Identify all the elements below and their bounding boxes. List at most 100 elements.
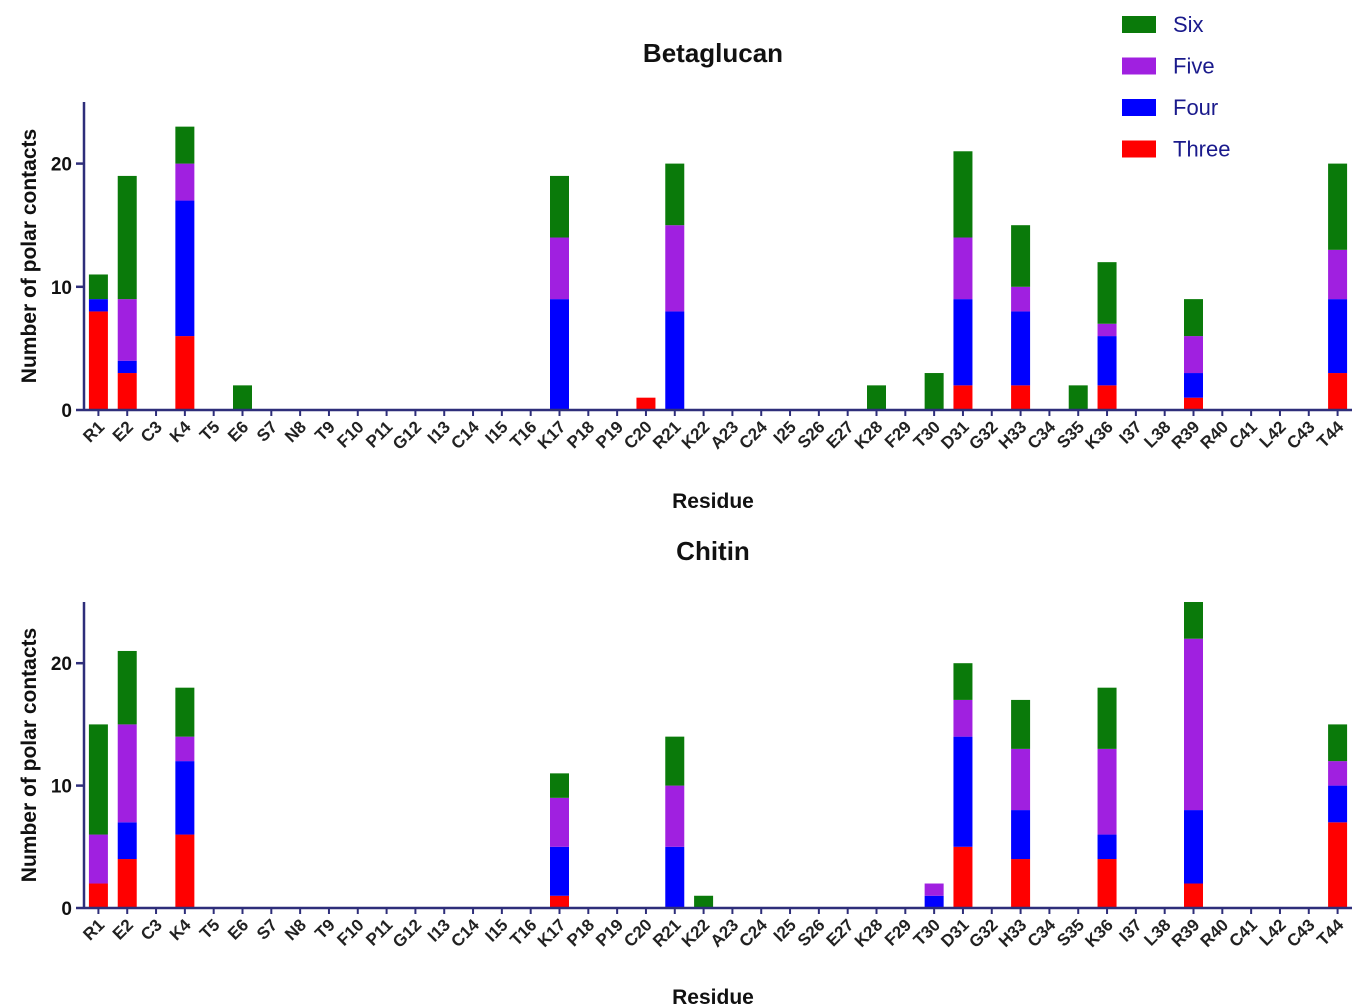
chitin-xtick-label: G32 <box>965 915 1001 951</box>
chitin-xtick-label: F10 <box>333 915 367 949</box>
betaglucan-xtick-label: T44 <box>1313 417 1348 452</box>
chitin-bar-t30-five <box>924 883 944 896</box>
betaglucan-bar-h33-five <box>1011 286 1031 312</box>
chitin-bar-t30-four <box>924 895 944 908</box>
betaglucan-xtick-label: G12 <box>389 417 425 453</box>
betaglucan-xtick-label: K17 <box>534 417 569 452</box>
betaglucan-xtick-label: R40 <box>1197 417 1232 452</box>
legend-label-three: Three <box>1173 137 1230 162</box>
chitin-bar-h33-three <box>1011 859 1031 908</box>
betaglucan-xtick-label: S7 <box>253 417 281 445</box>
legend-swatch-three <box>1122 140 1156 158</box>
chitin-bar-e2-four <box>117 822 137 860</box>
chitin-xtick-label: R1 <box>79 915 108 944</box>
betaglucan-xtick-label: K28 <box>851 417 886 452</box>
chitin-xtick-label: K22 <box>678 915 713 950</box>
betaglucan-xtick-label: C41 <box>1225 417 1260 452</box>
chitin-bar-k4-three <box>175 834 195 908</box>
chitin-xtick-label: P18 <box>563 915 598 950</box>
betaglucan-xtick-label: L42 <box>1256 417 1290 451</box>
chitin-bar-h33-four <box>1011 810 1031 860</box>
chitin-bar-k4-four <box>175 761 195 835</box>
chitin-xtick-label: L38 <box>1140 915 1174 949</box>
chitin-bar-d31-six <box>953 663 973 700</box>
betaglucan-bar-r1-six <box>88 274 108 300</box>
betaglucan-bar-e2-four <box>117 360 137 374</box>
betaglucan-bar-t44-five <box>1328 249 1348 300</box>
betaglucan-xtick-label: C24 <box>736 417 772 453</box>
chitin-bar-r21-five <box>665 785 685 847</box>
chitin-bar-k17-four <box>550 846 569 896</box>
chitin-bar-k22-six <box>694 895 714 908</box>
chitin-xtick-label: K28 <box>851 915 886 950</box>
chitin-bar-k36-three <box>1097 859 1117 908</box>
betaglucan-bar-d31-six <box>953 151 973 238</box>
betaglucan-xtick-label: N8 <box>281 417 310 446</box>
chitin-xtick-label: T44 <box>1313 915 1348 950</box>
chitin-xtick-label: C43 <box>1283 915 1318 950</box>
chitin-xtick-label: D31 <box>937 915 972 950</box>
betaglucan-bar-r21-six <box>665 163 685 226</box>
chitin-xtick-label: N8 <box>281 915 310 944</box>
chitin-xtick-label: L42 <box>1256 915 1290 949</box>
chitin-xtick-label: H33 <box>995 915 1030 950</box>
chitin-xtick-label: P11 <box>362 915 396 949</box>
chitin-xtick-label: R39 <box>1168 915 1203 950</box>
betaglucan-xtick-label: I37 <box>1116 417 1146 447</box>
betaglucan-xtick-label: I25 <box>770 417 800 447</box>
chitin-bar-t44-five <box>1328 761 1348 786</box>
chitin-xtick-label: C14 <box>447 915 483 951</box>
betaglucan-bar-e2-three <box>117 373 137 410</box>
chitin-bar-d31-four <box>953 736 973 847</box>
chitin-xtick-label: E2 <box>109 915 137 943</box>
betaglucan-bar-r21-five <box>665 225 685 312</box>
betaglucan-bar-d31-five <box>953 237 973 300</box>
chitin-x-axis-label: Residue <box>672 986 754 1006</box>
chitin-xtick-label: E27 <box>823 915 858 950</box>
betaglucan-xtick-label: L38 <box>1140 417 1174 451</box>
chitin-bar-k36-four <box>1097 834 1117 860</box>
chitin-bar-k36-six <box>1097 687 1117 749</box>
chitin-xtick-label: R21 <box>649 915 684 950</box>
betaglucan-xtick-label: E6 <box>224 417 252 445</box>
betaglucan-bar-e2-six <box>117 175 137 300</box>
chitin-xtick-label: F29 <box>881 915 915 949</box>
chitin-xtick-label: P19 <box>592 915 627 950</box>
chitin-xtick-label: K4 <box>166 915 195 944</box>
betaglucan-xtick-label: C34 <box>1024 417 1060 453</box>
betaglucan-bar-r1-four <box>88 299 108 312</box>
chitin-xtick-label: K36 <box>1081 915 1116 950</box>
chitin-xtick-label: K17 <box>534 915 569 950</box>
betaglucan-bar-r39-six <box>1184 299 1203 337</box>
betaglucan-xtick-label: R21 <box>649 417 684 452</box>
chitin-y-axis-label: Number of polar contacts <box>18 628 41 882</box>
chitin-bar-h33-five <box>1011 748 1031 811</box>
betaglucan-ytick-label: 20 <box>51 155 72 176</box>
betaglucan-xtick-label: G32 <box>965 417 1001 453</box>
legend-swatch-four <box>1122 99 1156 116</box>
chitin-bar-k4-six <box>175 687 195 737</box>
betaglucan-xtick-label: F29 <box>881 417 915 451</box>
legend: Six Five Four Three <box>1122 12 1230 162</box>
betaglucan-bar-t30-six <box>924 373 944 410</box>
betaglucan-xtick-label: C14 <box>447 417 483 453</box>
chitin-xtick-label: C34 <box>1024 915 1060 951</box>
betaglucan-xtick-label: E27 <box>823 417 858 452</box>
chitin-bar-k17-six <box>550 773 569 798</box>
chitin-bar-e2-six <box>117 650 137 725</box>
betaglucan-xtick-label: A23 <box>707 417 742 452</box>
betaglucan-x-axis-label: Residue <box>672 490 754 513</box>
chitin-bar-k17-three <box>550 895 569 908</box>
chitin-bar-k17-five <box>550 797 569 847</box>
chitin-xtick-label: I25 <box>770 915 800 945</box>
betaglucan-ytick-label: 0 <box>61 401 72 422</box>
betaglucan-xtick-label: P19 <box>592 417 627 452</box>
chitin-xtick-label: C20 <box>620 915 655 950</box>
betaglucan-xtick-label: S35 <box>1053 417 1088 452</box>
betaglucan-bar-k17-five <box>550 237 569 300</box>
betaglucan-xtick-label: S26 <box>794 417 829 452</box>
betaglucan-bar-r1-three <box>88 311 108 410</box>
chitin-bar-t44-four <box>1328 785 1348 823</box>
